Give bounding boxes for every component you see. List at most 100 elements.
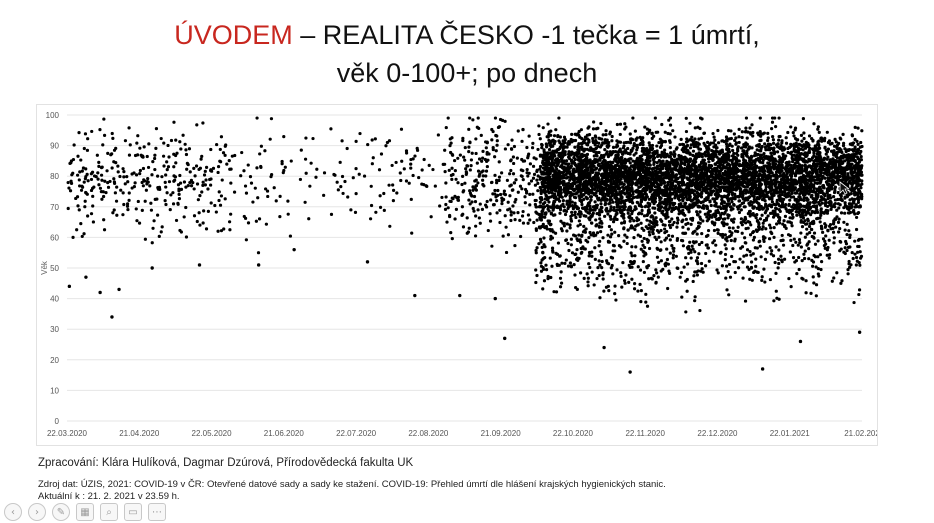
data-point xyxy=(216,229,220,233)
data-point xyxy=(702,141,706,145)
data-point xyxy=(626,146,630,151)
data-point xyxy=(98,186,103,190)
data-point xyxy=(85,148,90,152)
data-point xyxy=(171,202,176,206)
data-point xyxy=(242,169,246,173)
data-point xyxy=(854,215,859,220)
data-point xyxy=(814,200,818,204)
data-point xyxy=(274,199,278,203)
data-point xyxy=(750,123,754,127)
data-point xyxy=(770,196,774,200)
data-point xyxy=(466,230,471,234)
data-point xyxy=(792,147,796,151)
data-point xyxy=(837,206,841,210)
data-point xyxy=(845,158,849,162)
data-point xyxy=(476,181,480,185)
data-point xyxy=(461,136,465,140)
data-point xyxy=(783,189,787,193)
data-point xyxy=(711,141,716,145)
data-point xyxy=(78,184,82,188)
data-point xyxy=(192,187,196,191)
data-point xyxy=(149,208,154,212)
data-point xyxy=(468,202,472,206)
data-point xyxy=(650,143,655,148)
data-point xyxy=(145,179,149,184)
data-point xyxy=(223,197,227,201)
data-point xyxy=(162,141,166,145)
data-point xyxy=(770,200,775,204)
data-point xyxy=(485,199,489,204)
data-point xyxy=(825,130,829,134)
slide-title-line1: ÚVODEM – REALITA ČESKO -1 tečka = 1 úmrt… xyxy=(0,16,934,54)
data-point xyxy=(654,179,658,183)
data-point xyxy=(71,235,75,239)
data-point xyxy=(732,187,736,191)
data-point xyxy=(315,167,319,171)
data-point xyxy=(354,139,358,143)
data-point xyxy=(770,116,775,120)
data-point xyxy=(596,198,600,202)
data-point xyxy=(597,178,601,182)
data-point xyxy=(730,158,734,162)
data-point xyxy=(151,160,155,164)
data-point xyxy=(616,155,620,160)
data-point xyxy=(734,183,739,187)
data-point xyxy=(163,199,167,203)
data-point xyxy=(547,191,551,195)
data-point xyxy=(476,116,480,120)
data-point xyxy=(75,173,80,177)
scatter-chart: 0 10 20 30 40 50 60 70 80 90 100 22.03.2020 21.04.20… xyxy=(36,104,878,446)
data-point xyxy=(500,196,504,200)
data-point xyxy=(625,171,629,175)
data-point xyxy=(165,191,169,195)
data-point xyxy=(536,189,540,193)
data-point xyxy=(116,164,120,168)
data-point xyxy=(601,133,605,137)
data-point xyxy=(185,161,189,165)
data-point xyxy=(178,173,182,178)
data-point xyxy=(592,120,596,124)
data-point xyxy=(83,177,87,181)
data-point xyxy=(378,205,383,209)
data-point xyxy=(531,176,536,180)
data-point xyxy=(729,208,733,212)
data-point xyxy=(509,168,513,173)
data-point xyxy=(538,167,542,171)
data-point xyxy=(856,126,860,130)
data-point xyxy=(194,164,199,168)
data-point xyxy=(481,174,485,178)
data-point xyxy=(464,171,469,175)
data-point xyxy=(519,234,523,239)
data-point xyxy=(112,208,116,212)
data-point xyxy=(563,140,567,145)
data-point xyxy=(255,116,259,120)
data-point xyxy=(509,213,513,217)
data-point xyxy=(608,168,612,172)
data-point xyxy=(698,147,703,151)
data-point xyxy=(475,161,479,165)
data-point xyxy=(446,206,450,210)
data-point xyxy=(138,172,142,176)
data-point xyxy=(796,149,800,153)
data-point xyxy=(75,228,79,232)
data-point xyxy=(615,139,619,143)
data-point xyxy=(527,152,531,156)
data-point xyxy=(853,137,857,142)
data-point xyxy=(149,201,153,205)
data-point xyxy=(599,121,603,126)
data-point xyxy=(390,163,394,168)
data-point xyxy=(388,224,392,228)
data-point xyxy=(775,176,779,180)
data-point xyxy=(718,162,723,166)
data-point xyxy=(626,211,630,215)
data-point xyxy=(574,215,578,220)
data-point xyxy=(561,202,565,206)
data-point xyxy=(748,126,752,130)
data-point xyxy=(102,117,106,121)
data-point xyxy=(791,195,796,199)
data-point xyxy=(831,195,836,199)
data-point xyxy=(189,184,194,188)
data-point xyxy=(265,189,270,193)
data-point xyxy=(217,190,221,194)
data-point xyxy=(680,142,685,146)
